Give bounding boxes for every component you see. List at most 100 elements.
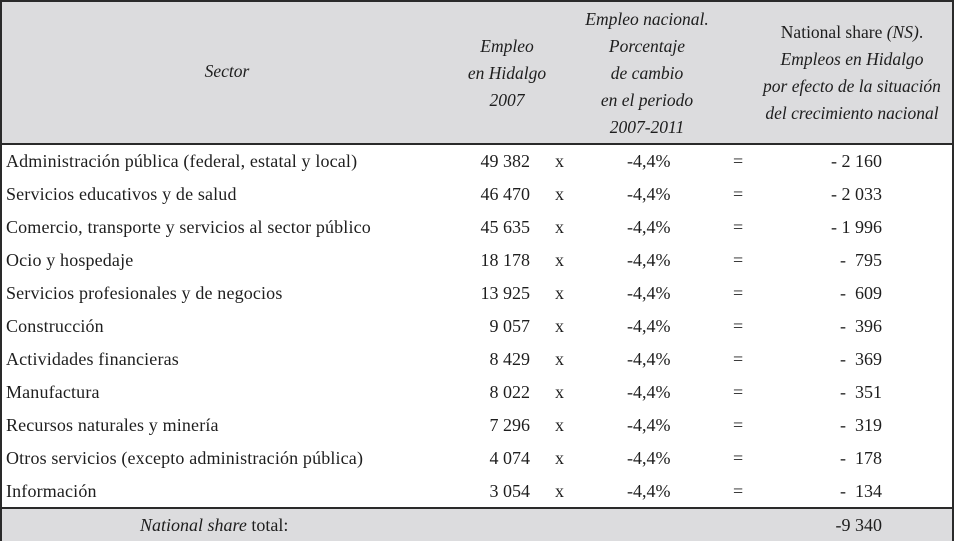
header-pct-line: Porcentaje <box>608 36 686 56</box>
multiply-sign: x <box>555 349 564 369</box>
header-sector-label: Sector <box>204 61 250 81</box>
header-ns-abbrev: (NS) <box>886 22 919 42</box>
empleo-cell: 13 925 <box>480 283 531 303</box>
table-row: Información 3 054 x -4,4% = - 134 <box>2 475 952 508</box>
multiply-sign: x <box>555 283 564 303</box>
equals-sign: = <box>733 316 744 336</box>
multiply-sign: x <box>555 250 564 270</box>
national-share-cell: - 396 <box>840 316 882 336</box>
header-ns-period: . <box>918 22 924 42</box>
sector-cell: Servicios profesionales y de negocios <box>6 283 283 303</box>
national-share-cell: - 2 160 <box>831 151 882 171</box>
header-ns-line: Empleos en Hidalgo <box>780 49 924 69</box>
equals-sign: = <box>733 217 744 237</box>
national-share-cell: - 795 <box>840 250 882 270</box>
sector-cell: Ocio y hospedaje <box>6 250 134 270</box>
sector-cell: Construcción <box>6 316 104 336</box>
multiply-sign: x <box>555 382 564 402</box>
header-ns-line: del crecimiento nacional <box>765 103 939 123</box>
table-row: Servicios educativos y de salud 46 470 x -4… <box>2 178 952 211</box>
equals-sign: = <box>733 448 744 468</box>
header-ns-title: National share (NS). <box>747 19 954 46</box>
equals-sign: = <box>733 151 744 171</box>
total-label: National share total: <box>140 513 288 537</box>
table-header: Sector Empleo en Hidalgo 2007 Empleo nac… <box>2 2 952 145</box>
empleo-cell: 3 054 <box>489 481 531 501</box>
empleo-cell: 4 074 <box>489 448 531 468</box>
equals-sign: = <box>733 481 744 501</box>
national-share-cell: - 178 <box>840 448 882 468</box>
national-share-cell: - 609 <box>840 283 882 303</box>
multiply-sign: x <box>555 184 564 204</box>
pct-cell: -4,4% <box>627 415 671 435</box>
national-share-cell: - 134 <box>840 481 882 501</box>
header-pct-line: en el periodo <box>600 90 694 110</box>
table-row: Otros servicios (excepto administración … <box>2 442 952 475</box>
pct-cell: -4,4% <box>627 316 671 336</box>
empleo-cell: 8 022 <box>489 382 531 402</box>
national-share-cell: - 319 <box>840 415 882 435</box>
table-body: Administración pública (federal, estatal… <box>2 145 952 508</box>
header-empleo-line: Empleo <box>480 36 534 56</box>
multiply-sign: x <box>555 415 564 435</box>
pct-cell: -4,4% <box>627 151 671 171</box>
header-pct-line: 2007-2011 <box>609 117 685 137</box>
equals-sign: = <box>733 184 744 204</box>
table-row: Administración pública (federal, estatal… <box>2 145 952 178</box>
sector-cell: Manufactura <box>6 382 100 402</box>
sector-cell: Información <box>6 481 97 501</box>
sector-cell: Comercio, transporte y servicios al sect… <box>6 217 371 237</box>
multiply-sign: x <box>555 448 564 468</box>
sector-cell: Administración pública (federal, estatal… <box>6 151 358 171</box>
pct-cell: -4,4% <box>627 283 671 303</box>
multiply-sign: x <box>555 316 564 336</box>
empleo-cell: 8 429 <box>489 349 531 369</box>
table-row: Actividades financieras 8 429 x -4,4% = - 369 <box>2 343 952 376</box>
pct-cell: -4,4% <box>627 481 671 501</box>
table-row: Comercio, transporte y servicios al sect… <box>2 211 952 244</box>
multiply-sign: x <box>555 217 564 237</box>
pct-cell: -4,4% <box>627 382 671 402</box>
empleo-cell: 46 470 <box>480 184 531 204</box>
header-ns-line: por efecto de la situación <box>763 76 941 96</box>
table-row: Ocio y hospedaje 18 178 x -4,4% = - 795 <box>2 244 952 277</box>
empleo-cell: 9 057 <box>489 316 531 336</box>
header-sector: Sector <box>122 58 332 85</box>
header-empleo-line: 2007 <box>489 90 525 110</box>
sector-cell: Recursos naturales y minería <box>6 415 219 435</box>
national-share-cell: - 351 <box>840 382 882 402</box>
pct-cell: -4,4% <box>627 217 671 237</box>
table-row: Recursos naturales y minería 7 296 x -4,4% =… <box>2 409 952 442</box>
empleo-cell: 45 635 <box>480 217 531 237</box>
total-value: -9 340 <box>835 515 883 535</box>
national-share-cell: - 369 <box>840 349 882 369</box>
national-share-cell: - 1 996 <box>831 217 882 237</box>
table-footer-total: National share total: -9 340 <box>2 507 952 541</box>
equals-sign: = <box>733 415 744 435</box>
equals-sign: = <box>733 349 744 369</box>
multiply-sign: x <box>555 481 564 501</box>
header-empleo-nacional: Empleo nacional. Porcentaje de cambio en… <box>562 6 732 141</box>
sector-cell: Actividades financieras <box>6 349 179 369</box>
equals-sign: = <box>733 382 744 402</box>
header-pct-line: Empleo nacional. <box>585 9 709 29</box>
empleo-cell: 49 382 <box>480 151 531 171</box>
pct-cell: -4,4% <box>627 184 671 204</box>
table-row: Servicios profesionales y de negocios 13 … <box>2 277 952 310</box>
header-ns-title-text: National share <box>780 22 887 42</box>
header-pct-line: de cambio <box>610 63 684 83</box>
equals-sign: = <box>733 283 744 303</box>
empleo-cell: 18 178 <box>480 250 531 270</box>
pct-cell: -4,4% <box>627 448 671 468</box>
sector-cell: Servicios educativos y de salud <box>6 184 237 204</box>
table-row: Construcción 9 057 x -4,4% = - 396 <box>2 310 952 343</box>
multiply-sign: x <box>555 151 564 171</box>
header-empleo-hidalgo: Empleo en Hidalgo 2007 <box>452 33 562 114</box>
sector-cell: Otros servicios (excepto administración … <box>6 448 364 468</box>
empleo-cell: 7 296 <box>489 415 531 435</box>
pct-cell: -4,4% <box>627 250 671 270</box>
total-label-rest: total: <box>246 515 289 535</box>
national-share-cell: - 2 033 <box>831 184 882 204</box>
pct-cell: -4,4% <box>627 349 671 369</box>
